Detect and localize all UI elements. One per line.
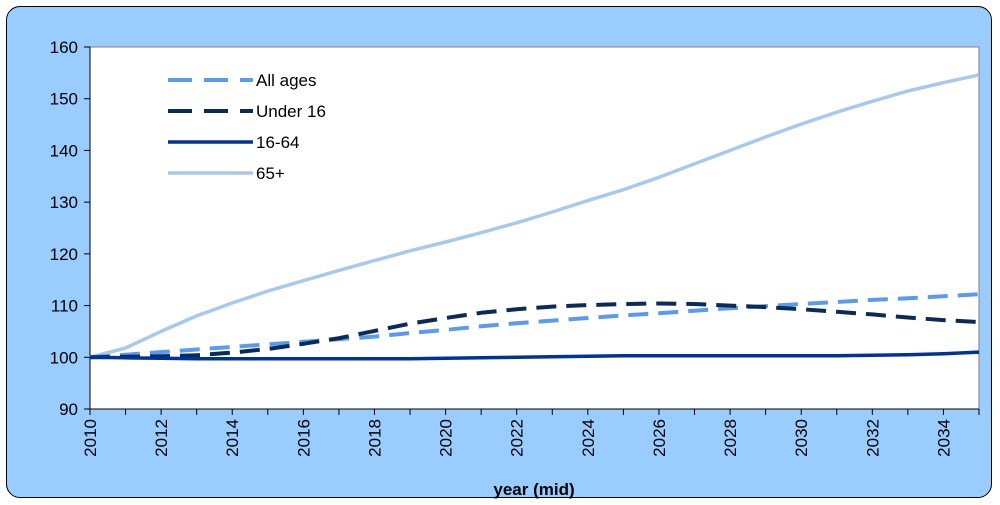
x-tick-label: 2012	[152, 419, 171, 457]
legend-label: 16-64	[256, 133, 299, 152]
y-tick-label: 120	[50, 245, 78, 264]
x-tick-label: 2020	[437, 419, 456, 457]
x-tick-label: 2022	[508, 419, 527, 457]
legend-label: All ages	[256, 71, 316, 90]
y-tick-label: 130	[50, 193, 78, 212]
legend-label: Under 16	[256, 102, 326, 121]
series-line-65	[89, 73, 980, 359]
x-axis-title: year (mid)	[493, 480, 574, 499]
x-tick-label: 2010	[81, 419, 100, 457]
plot-area	[89, 46, 980, 410]
x-axis: 2010 2012 2014 2016 2018 2020 2022 2024 2026 2028…	[81, 408, 980, 457]
x-tick-label: 2026	[650, 419, 669, 457]
x-tick-label: 2032	[863, 419, 882, 457]
x-tick-label: 2016	[294, 419, 313, 457]
y-axis: 90 100 110 120 130 140 150 160	[50, 38, 91, 419]
legend-label: 65+	[256, 164, 285, 183]
x-tick-label: 2034	[934, 419, 953, 457]
y-tick-label: 140	[50, 141, 78, 160]
y-tick-label: 110	[51, 297, 78, 316]
series-layer	[89, 73, 980, 361]
legend: All ages Under 16 16-64 65+	[168, 71, 326, 183]
y-tick-label: 160	[50, 38, 78, 57]
x-tick-label: 2028	[721, 419, 740, 457]
x-tick-label: 2018	[365, 419, 384, 457]
x-tick-label: 2024	[579, 419, 598, 457]
x-tick-label: 2014	[223, 419, 242, 457]
y-tick-label: 90	[59, 400, 78, 419]
x-tick-label: 2030	[792, 419, 811, 457]
y-tick-label: 100	[50, 348, 78, 367]
series-line-16-64	[89, 350, 980, 361]
y-tick-label: 150	[50, 90, 78, 109]
